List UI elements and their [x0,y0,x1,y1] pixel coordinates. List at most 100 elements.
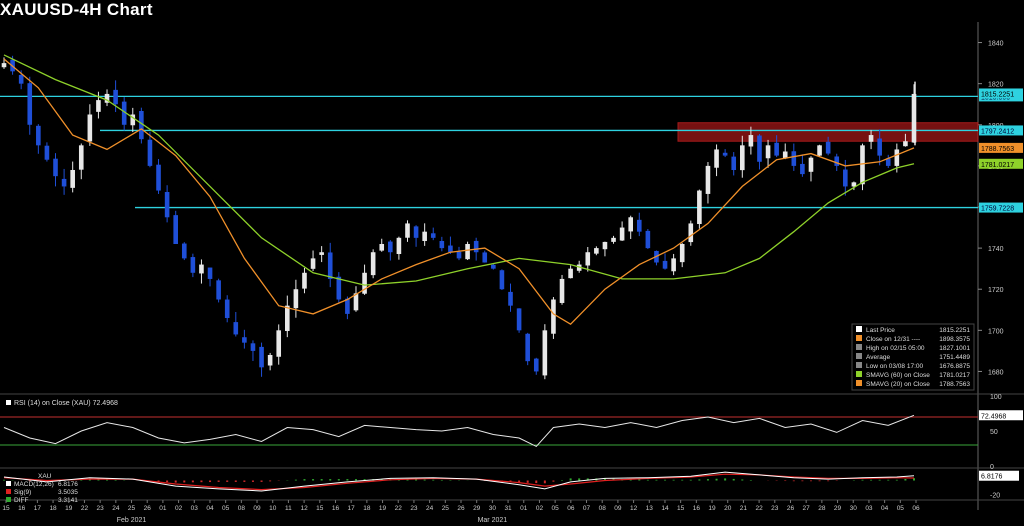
x-tick-label: 03 [865,505,873,512]
legend-swatch [856,335,862,341]
x-tick-label: 29 [473,505,481,512]
legend-label: Close on 12/31 ---- [866,336,920,343]
legend-swatch [856,353,862,359]
x-tick-label: 26 [787,505,795,512]
candle-body [594,248,599,254]
candle-body [559,278,565,303]
price-flag-label: 1815.2251 [981,91,1014,98]
sma60-line [3,54,915,286]
rsi-flag-label: 72.4968 [981,413,1006,420]
candle-body [336,276,342,300]
candle-body [714,149,719,168]
legend-value: 1898.3575 [939,336,970,343]
candle-body [602,241,608,250]
level-flag-label: 1797.2412 [981,128,1014,135]
candle-body [78,145,84,170]
legend-value: 1676.8875 [939,363,970,370]
x-tick-label: 28 [818,505,826,512]
x-tick-label: 02 [175,505,183,512]
candle-body [525,333,530,362]
candle-body [53,158,58,177]
price-flag [979,142,1023,153]
candle-body [628,217,633,232]
x-tick-label: 09 [253,505,261,512]
x-tick-label: 26 [144,505,152,512]
candle-body [619,227,625,241]
candle-body [782,151,788,159]
candle-body [147,139,153,166]
price-tick-label: 1740 [988,246,1004,253]
x-tick-label: 19 [65,505,73,512]
legend-value: 1815.2251 [939,327,970,334]
legend-label: Last Price [866,327,895,334]
macd-swatch [6,481,11,486]
x-tick-label: 30 [489,505,497,512]
candle-body [533,358,539,372]
macd-flag [979,470,1019,481]
candle-body [499,270,505,290]
macd-legend-value: 3.5035 [58,489,78,496]
candle-body [190,257,196,273]
candle-body [413,226,419,238]
candle-body [327,252,333,279]
candle-body [370,252,376,276]
x-tick-label: 04 [881,505,889,512]
x-tick-label: 24 [426,505,434,512]
candle-body [645,230,651,249]
candle-body [379,244,385,251]
x-tick-label: 17 [348,505,356,512]
candle-body [731,156,737,170]
candle-body [233,322,239,335]
candle-body [705,165,711,194]
x-tick-label: 20 [724,505,732,512]
x-tick-label: 06 [912,505,920,512]
x-tick-label: 15 [677,505,685,512]
candle-body [894,149,900,166]
x-tick-label: 22 [395,505,403,512]
x-tick-label: 16 [18,505,26,512]
level-flag [979,202,1023,213]
x-tick-label: 16 [332,505,340,512]
candle-body [70,170,75,188]
macd-legend-label: Sig(9) [14,489,31,496]
candle-body [482,252,488,263]
macd-legend-value: 6.8176 [58,481,78,488]
candle-body [825,141,831,154]
candle-body [121,101,127,125]
candle-body [748,135,754,147]
candle-body [636,219,642,232]
x-tick-label: 02 [536,505,544,512]
price-tick-label: 1820 [988,82,1004,89]
price-tick-label: 1720 [988,287,1004,294]
x-tick-label: 23 [410,505,418,512]
candle-body [911,93,917,143]
macd-panel: -20XAUMACD(12,26)6.8176Sig(9)3.5035DIFF3… [0,470,1024,504]
candle-body [250,343,256,351]
candle-body [293,289,299,309]
x-tick-label: 27 [803,505,811,512]
candle-body [345,298,350,314]
x-tick-label: 05 [897,505,905,512]
macd-signal-line [3,473,915,491]
rsi-flag [979,410,1023,421]
x-tick-label: 25 [442,505,450,512]
candle-body [800,163,805,175]
candle-body [885,158,891,166]
candle-body [679,244,685,263]
candle-body [388,241,393,253]
candle-body [310,258,316,269]
candle-body [611,237,616,242]
legend-value: 1781.0217 [939,372,970,379]
macd-legend-label: MACD(12,26) [14,481,54,488]
chart-title: XAUUSD-4H Chart [0,0,153,19]
candle-body [456,251,462,259]
price-panel: 1680170017201740176017801800182018401813… [0,22,1024,510]
candle-body [688,223,694,243]
rsi-panel: 0 50 100 RSI (14) on Close (XAU) 72.4968 72.… [0,394,1024,471]
x-tick-label: 06 [567,505,575,512]
candle-body [104,93,110,103]
candle-body [44,145,50,160]
candle-body [18,74,24,84]
legend-label: SMAVG (60) on Close [866,372,930,379]
x-tick-label: 16 [693,505,701,512]
